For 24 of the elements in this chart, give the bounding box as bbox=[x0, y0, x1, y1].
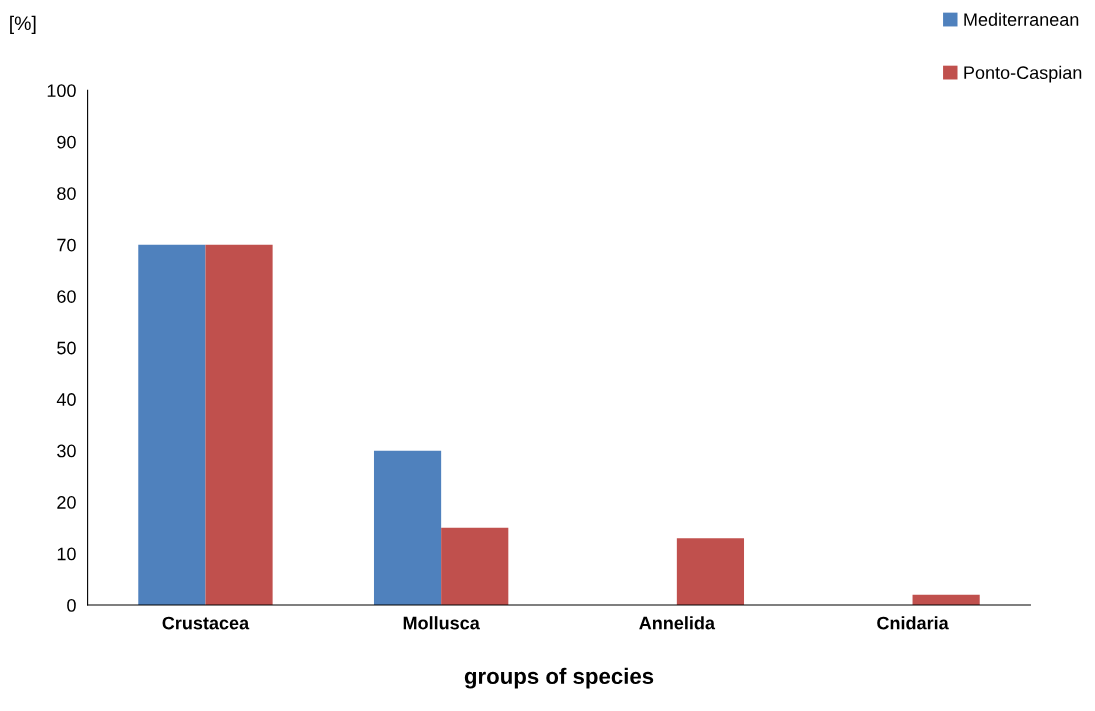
bar bbox=[205, 244, 273, 606]
legend-label: Ponto-Caspian bbox=[964, 65, 1082, 83]
y-tick-label: 90 bbox=[57, 135, 76, 149]
y-tick-label: 20 bbox=[57, 496, 76, 509]
y-tick-label: 80 bbox=[57, 187, 76, 200]
bar bbox=[676, 538, 745, 606]
y-tick-label: 10 bbox=[57, 547, 76, 561]
x-tick-label: Cnidaria bbox=[877, 616, 949, 630]
bar bbox=[373, 450, 442, 606]
x-tick-label: Annelida bbox=[639, 616, 716, 630]
y-tick-label: 70 bbox=[57, 238, 76, 252]
y-axis-title: [%] bbox=[10, 15, 36, 34]
bar bbox=[138, 244, 206, 606]
y-tick-label: 50 bbox=[57, 341, 76, 355]
y-tick-label: 100 bbox=[47, 84, 76, 98]
legend-label: Mediterranean bbox=[964, 12, 1079, 26]
x-tick-label: Crustacea bbox=[162, 616, 250, 630]
x-tick-label: Mollusca bbox=[403, 616, 480, 630]
y-tick-label: 0 bbox=[67, 599, 76, 612]
y-tick-label: 30 bbox=[57, 444, 76, 458]
bar bbox=[441, 527, 509, 606]
y-tick-label: 60 bbox=[57, 290, 76, 303]
y-tick-label: 40 bbox=[56, 393, 76, 406]
x-axis-title: groups of species bbox=[464, 667, 654, 689]
